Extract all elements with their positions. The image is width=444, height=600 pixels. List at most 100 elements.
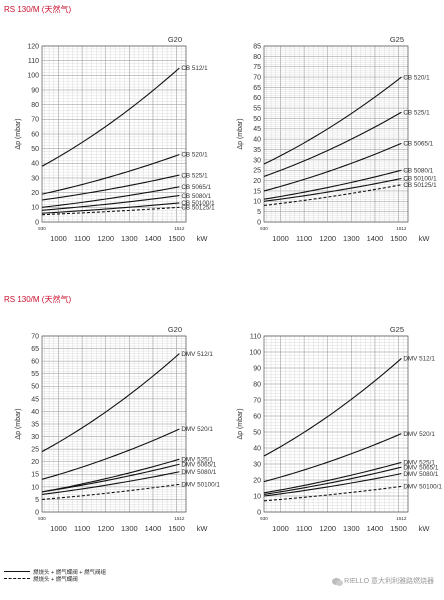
c0-xmark-min: 930: [38, 226, 46, 231]
c3-series-label-4: DMV 5080/1: [403, 471, 438, 478]
c0-series-line-3: [41, 186, 180, 208]
c1-series-line-0: [263, 76, 402, 165]
c3-ytick-label: 100: [249, 349, 261, 356]
c2-series-label-4: DMV 5080/1: [181, 469, 216, 476]
c0-xtick-label: 1200: [97, 234, 114, 243]
c0-series-line-0: [41, 67, 180, 167]
c0-ytick-label: 100: [27, 73, 39, 80]
c1-series-label-0: CB 520/1: [403, 74, 430, 81]
c2-series-line-2: [41, 458, 180, 493]
c1-ylabel: Δp (mbar): [237, 118, 244, 149]
c1-gas-label: G25: [390, 35, 404, 44]
c2-series-label-1: DMV 520/1: [181, 426, 213, 433]
c0-ytick-label: 90: [31, 87, 39, 94]
legend-dashed-label: 燃烧头 + 燃气蝶阀: [33, 576, 78, 583]
c0-ytick-label: 120: [27, 43, 39, 50]
dashed-line-icon: [4, 578, 30, 579]
c2-series-line-3: [41, 463, 180, 493]
c3-ytick-label: 90: [253, 365, 261, 372]
c2-xtick-label: 1000: [50, 524, 67, 533]
c2-gas-label: G20: [168, 325, 182, 334]
c0-xtick-label: 1300: [121, 234, 138, 243]
c0-series-line-5: [41, 202, 180, 214]
c3-series-line-3: [263, 466, 402, 495]
chart-dmv-g25: 0 10 20 30 40 50 60 70 80 90 100 110 1000 1100 1200 130…: [237, 325, 442, 533]
c0-series-label-4: CB 5080/1: [181, 193, 211, 200]
c1-xmark-min: 930: [260, 226, 268, 231]
c3-ytick-label: 70: [253, 397, 261, 404]
c3-ytick-label: 0: [257, 509, 261, 516]
c3-xunit: kW: [419, 524, 431, 533]
c2-series-line-4: [41, 471, 180, 495]
chart-dmv-g20: 0 5 10 15 20 25 30 35 40 45 50 55 60 65 70 1000 1100 1200…: [15, 325, 220, 533]
c2-series-line-0: [41, 353, 180, 453]
c3-ytick-label: 110: [250, 333, 261, 340]
c0-ytick-label: 20: [31, 190, 39, 197]
c0-series-label-2: CB 525/1: [181, 172, 208, 179]
c0-ytick-label: 60: [31, 131, 39, 138]
c2-plot-frame: [41, 335, 187, 513]
c2-ytick-label: 0: [35, 509, 39, 516]
c3-series-label-1: DMV 520/1: [403, 431, 435, 438]
c1-series-label-5: CB 50125/1: [403, 182, 437, 189]
c0-xunit: kW: [197, 234, 209, 243]
legend-solid-label: 燃烧头 + 燃气蝶阀 + 燃气阀组: [33, 569, 107, 576]
c2-xtick-label: 1300: [121, 524, 138, 533]
c1-series-label-3: CB 5080/1: [403, 167, 433, 174]
c2-ytick-label: 5: [35, 497, 39, 504]
c1-ytick-label: 20: [253, 178, 261, 185]
c0-series-label-6: CB 50125/1: [181, 205, 215, 212]
c0-gas-label: G20: [168, 35, 182, 44]
c0-series-line-1: [41, 154, 180, 195]
c2-series-label-5: DMV 50100/1: [181, 482, 220, 489]
c1-ytick-label: 60: [253, 95, 261, 102]
c2-xtick-label: 1200: [97, 524, 114, 533]
c2-ytick-label: 55: [31, 371, 39, 378]
c3-series-line-5: [263, 485, 402, 502]
c3-ytick-label: 20: [253, 477, 261, 484]
c2-ytick-label: 25: [31, 447, 39, 454]
c1-ytick-label: 80: [253, 54, 261, 61]
c0-xtick-label: 1100: [74, 234, 90, 243]
c1-series-label-4: CB 50100/1: [403, 176, 437, 183]
c3-series-line-2: [263, 461, 402, 494]
c1-xtick-label: 1200: [319, 234, 336, 243]
section-title-top: RS 130/M (天然气): [4, 5, 72, 14]
c3-series-label-5: DMV 50100/1: [403, 484, 442, 491]
c1-ytick-label: 55: [253, 106, 261, 113]
c0-ytick-label: 80: [31, 102, 39, 109]
c2-xtick-label: 1500: [168, 524, 185, 533]
c0-series-label-0: CB 512/1: [181, 65, 208, 72]
c3-xmark-min: 930: [260, 516, 268, 521]
c2-series-line-5: [41, 483, 180, 500]
c0-xtick-label: 1400: [145, 234, 162, 243]
c1-series-label-1: CB 525/1: [403, 109, 430, 116]
c1-xtick-label: 1300: [343, 234, 360, 243]
chart-cb-g25: 0 5 10 15 20 25 30 35 40 45 50 55 60 65 70 75 80 85 1000 11…: [237, 35, 437, 243]
footer: RIELLO 意大利利雅路燃烧器: [332, 576, 434, 586]
c0-ytick-label: 30: [31, 175, 39, 182]
c3-xtick-label: 1300: [343, 524, 360, 533]
c3-xtick-label: 1400: [367, 524, 384, 533]
legend: 燃烧头 + 燃气蝶阀 + 燃气阀组 燃烧头 + 燃气蝶阀: [4, 568, 107, 583]
legend-solid: 燃烧头 + 燃气蝶阀 + 燃气阀组: [4, 568, 107, 576]
c2-series-label-3: DMV 5065/1: [181, 461, 216, 468]
c1-xtick-label: 1400: [367, 234, 384, 243]
c2-xunit: kW: [197, 524, 209, 533]
c1-xmark-max: 1512: [396, 226, 407, 231]
c3-series-line-1: [263, 433, 402, 483]
footer-text: RIELLO 意大利利雅路燃烧器: [344, 578, 434, 585]
c3-xmark-max: 1512: [396, 516, 407, 521]
c2-ylabel: Δp (mbar): [15, 408, 22, 439]
c0-xtick-label: 1000: [50, 234, 67, 243]
c3-xtick-label: 1100: [296, 524, 312, 533]
c3-xtick-label: 1500: [390, 524, 407, 533]
c0-series-label-1: CB 520/1: [181, 152, 208, 159]
c2-xmark-min: 930: [38, 516, 46, 521]
c3-xtick-label: 1200: [319, 524, 336, 533]
c1-series-line-4: [263, 177, 402, 202]
c2-ytick-label: 60: [31, 359, 39, 366]
c1-ytick-label: 70: [253, 74, 261, 81]
c0-series-line-6: [41, 206, 180, 216]
c3-series-label-2: DMV 525/1: [403, 460, 435, 467]
